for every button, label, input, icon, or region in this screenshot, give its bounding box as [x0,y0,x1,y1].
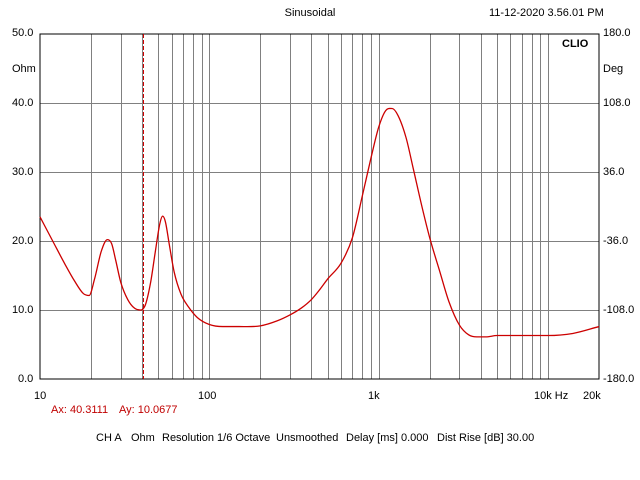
delay-label: Delay [ms] 0.000 [346,432,429,444]
channel-label: CH A [96,432,122,444]
x-tick-label: 100 [198,390,217,402]
cursor-y-readout: Ay: 10.0677 [119,404,178,416]
chart-title: Sinusoidal [284,7,336,19]
y-tick-label: 40.0 [12,97,34,109]
unit-label: Ohm [131,432,155,444]
y2-tick-label: -108.0 [603,304,635,316]
y2-tick-label: -180.0 [603,373,635,385]
y2-tick-label: 36.0 [603,166,625,178]
grid [40,34,599,379]
y2-tick-label: 108.0 [603,97,631,109]
x-tick-label: 10k Hz [534,390,569,402]
clio-brand: CLIO [562,38,589,50]
timestamp: 11-12-2020 3.56.01 PM [489,7,604,19]
dist-rise-label: Dist Rise [dB] 30.00 [437,432,535,444]
x-tick-label: 10 [34,390,47,402]
y2-axis-unit: Deg [603,63,624,75]
resolution-label: Resolution 1/6 Octave [162,432,271,444]
x-tick-label: 20k [583,390,601,402]
cursor-x-readout: Ax: 40.3111 [51,404,109,416]
plot-frame [39,33,600,380]
y-tick-label: 50.0 [12,27,34,39]
y-axis-unit: Ohm [12,63,36,75]
x-tick-label: 1k [368,390,380,402]
y-tick-label: 10.0 [12,304,34,316]
smoothing-label: Unsmoothed [276,432,339,444]
y2-tick-label: -36.0 [603,235,629,247]
y2-tick-label: 180.0 [603,27,631,39]
y-tick-label: 20.0 [12,235,34,247]
y-tick-label: 30.0 [12,166,34,178]
y-tick-label: 0.0 [18,373,34,385]
impedance-trace [39,107,600,338]
